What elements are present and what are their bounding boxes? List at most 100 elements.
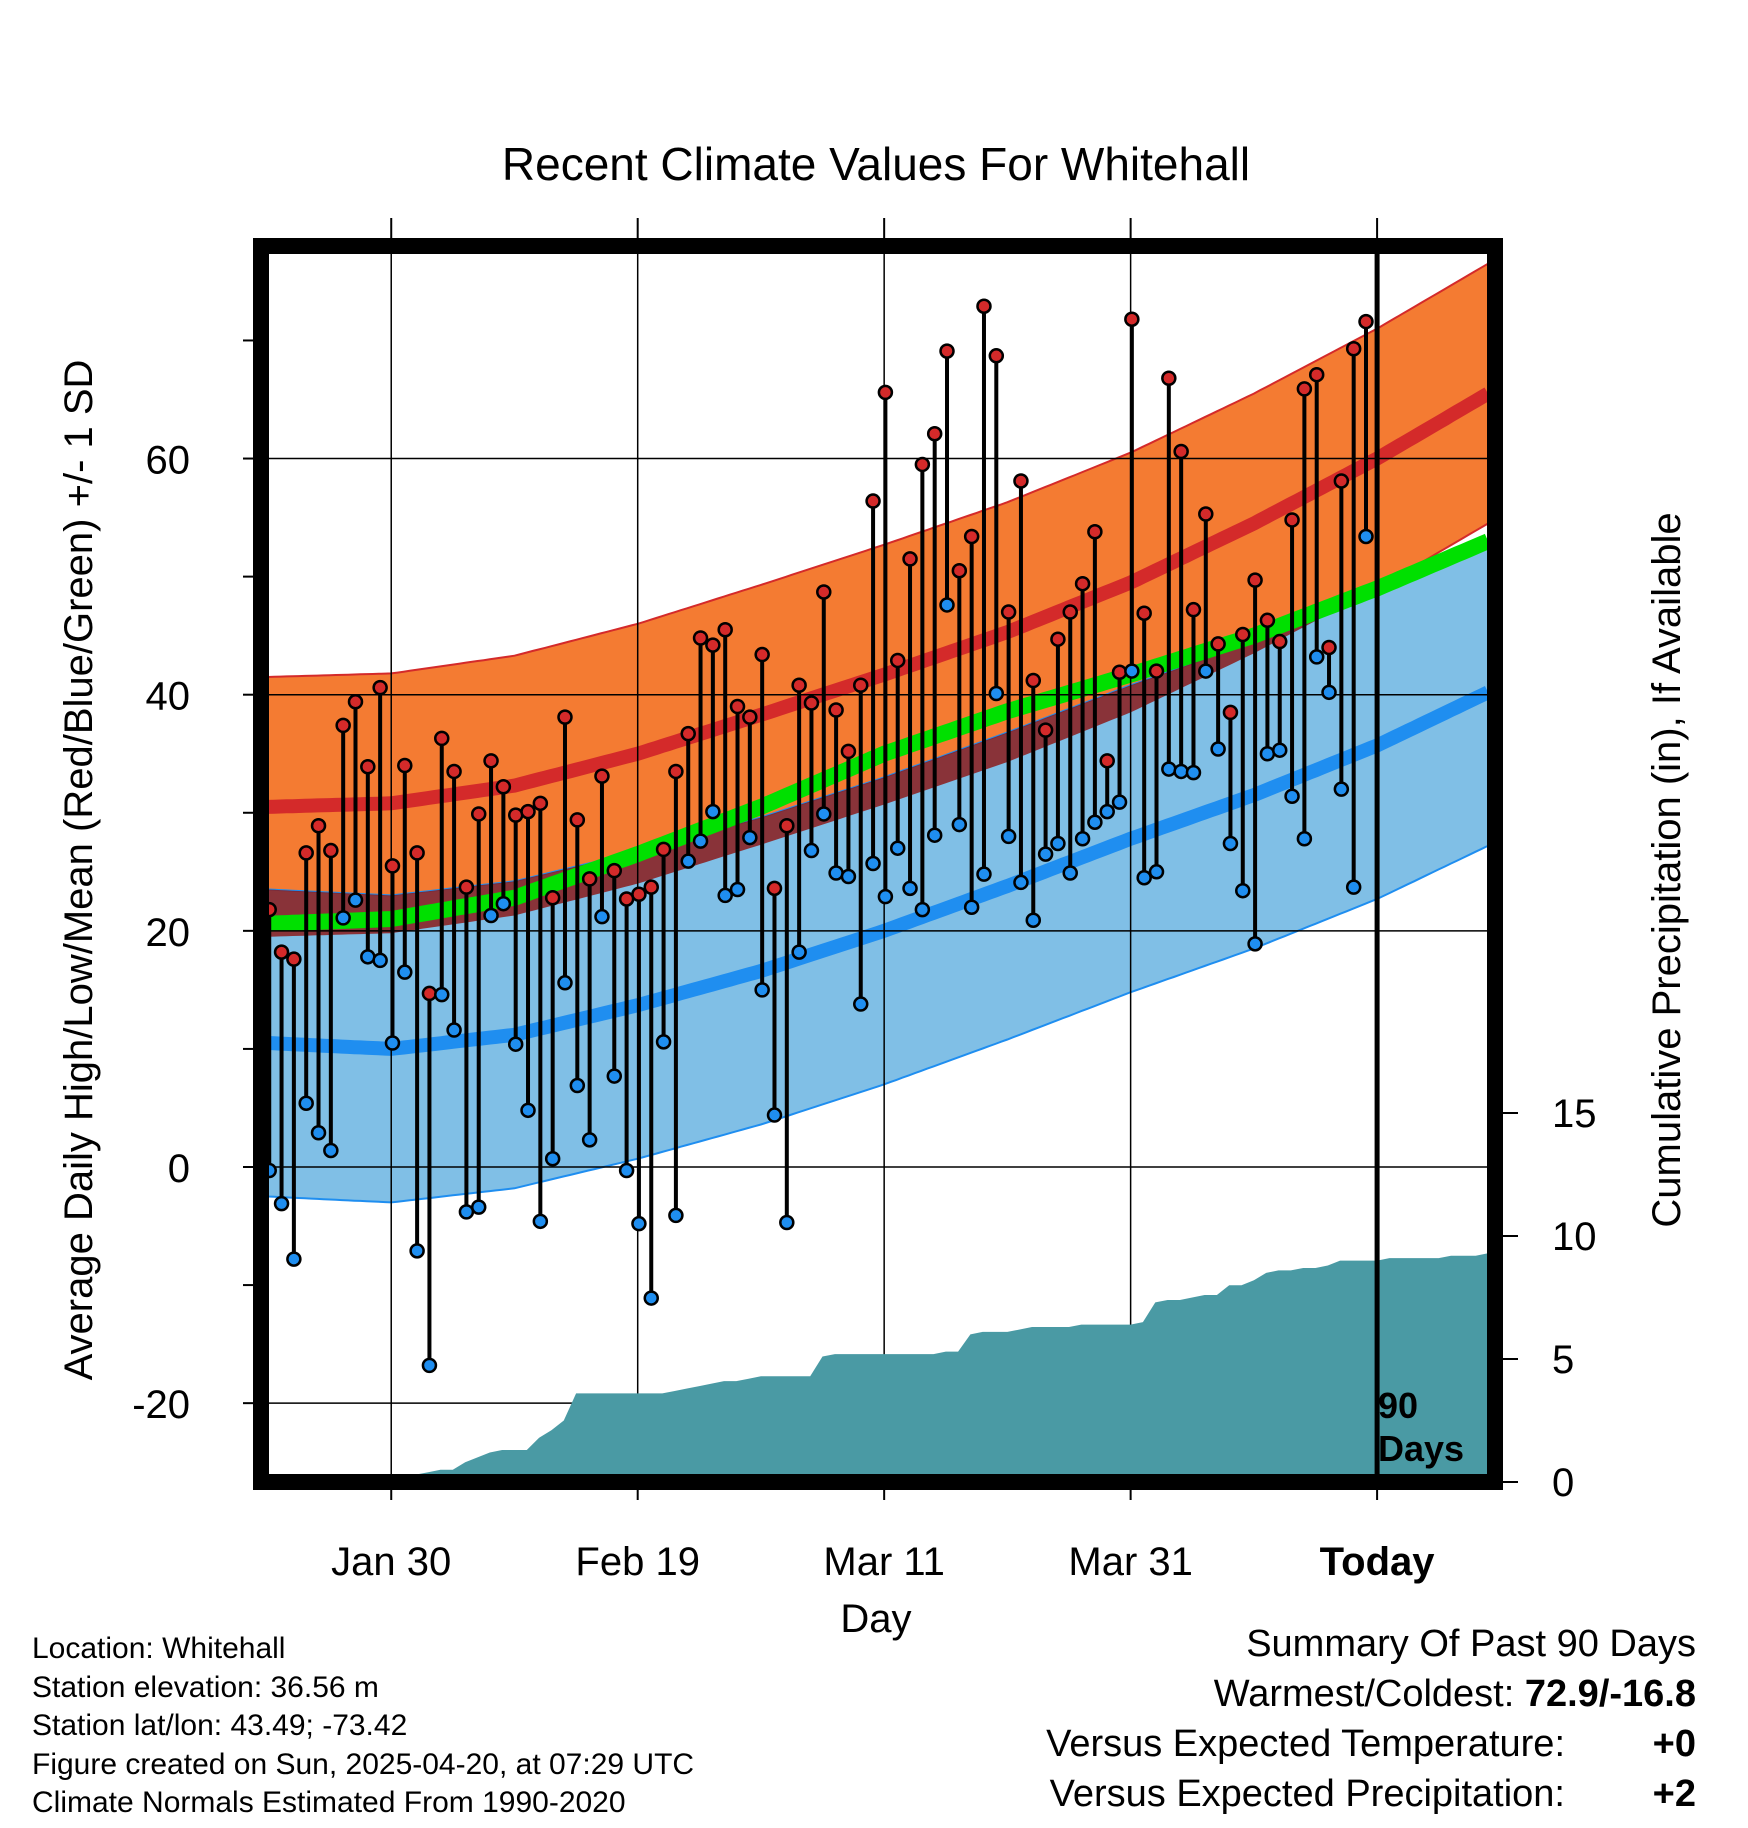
- high-point-18: [483, 753, 499, 769]
- summary-panel: Summary Of Past 90 Days Warmest/Coldest:…: [1046, 1623, 1696, 1815]
- low-point-53: [914, 901, 931, 918]
- chart-title: Recent Climate Values For Whitehall: [502, 138, 1250, 190]
- low-point-82: [1271, 742, 1288, 758]
- y2-tick-label-2: 10: [1552, 1215, 1597, 1259]
- low-point-56: [951, 816, 968, 833]
- low-point-40: [754, 982, 770, 998]
- high-point-65: [1062, 604, 1078, 620]
- high-point-59: [988, 348, 1005, 364]
- high-point-15: [446, 763, 462, 780]
- low-point-46: [828, 865, 844, 881]
- low-point-77: [1210, 741, 1226, 757]
- footer-location: Location: Whitehall: [32, 1632, 285, 1665]
- high-point-34: [680, 725, 696, 742]
- footer-created: Figure created on Sun, 2025-04-20, at 07…: [32, 1748, 694, 1781]
- summary-precip-label: Versus Expected Precipitation:: [1050, 1773, 1565, 1815]
- high-point-61: [1013, 473, 1029, 489]
- low-point-50: [877, 888, 894, 905]
- low-point-41: [766, 1107, 783, 1123]
- high-point-3: [298, 845, 314, 861]
- low-point-87: [1333, 781, 1350, 797]
- low-point-17: [470, 1199, 487, 1215]
- low-point-45: [816, 806, 832, 822]
- high-point-40: [754, 646, 770, 663]
- high-point-26: [581, 871, 598, 887]
- x-tick-label-2: Mar 11: [823, 1540, 945, 1584]
- high-point-31: [643, 879, 660, 895]
- high-point-42: [779, 818, 795, 834]
- high-point-82: [1271, 633, 1288, 650]
- low-point-74: [1173, 763, 1189, 780]
- high-point-68: [1099, 753, 1115, 769]
- high-point-48: [852, 677, 869, 693]
- high-point-8: [360, 758, 376, 775]
- y-tick-label-1: 0: [168, 1147, 190, 1191]
- low-point-54: [926, 827, 943, 843]
- high-point-54: [926, 425, 943, 442]
- low-point-42: [779, 1214, 795, 1231]
- low-point-47: [840, 868, 857, 885]
- high-point-2: [286, 951, 302, 967]
- high-point-80: [1247, 572, 1263, 588]
- high-point-38: [729, 698, 746, 715]
- high-point-55: [939, 343, 955, 359]
- low-point-58: [976, 866, 992, 882]
- precip-area: [418, 1253, 1488, 1474]
- high-point-13: [421, 985, 438, 1002]
- precip-area-fill: [418, 1253, 1488, 1474]
- low-point-31: [643, 1290, 660, 1306]
- low-point-52: [902, 880, 918, 897]
- footer-elevation: Station elevation: 36.56 m: [32, 1671, 379, 1704]
- high-point-16: [458, 879, 475, 895]
- low-point-49: [865, 855, 881, 872]
- y-tick-label-0: -20: [132, 1383, 190, 1427]
- high-point-75: [1185, 601, 1202, 618]
- high-point-76: [1198, 506, 1214, 522]
- high-point-14: [434, 730, 450, 747]
- y2-axis-label: Cumulative Precipitation (in), If Availa…: [1645, 512, 1689, 1227]
- high-point-9: [372, 679, 388, 696]
- low-point-63: [1037, 846, 1054, 862]
- high-point-45: [816, 584, 832, 600]
- overlap-band: [268, 538, 1488, 937]
- high-point-71: [1136, 605, 1152, 621]
- high-point-52: [902, 551, 918, 567]
- high-point-69: [1111, 664, 1128, 681]
- high-point-6: [335, 717, 351, 734]
- high-point-50: [877, 384, 894, 401]
- low-point-20: [507, 1036, 524, 1052]
- footer-latlon: Station lat/lon: 43.49; -73.42: [32, 1709, 407, 1742]
- y2-tick-label-3: 15: [1552, 1092, 1597, 1136]
- high-point-72: [1148, 663, 1165, 679]
- low-point-55: [939, 597, 955, 613]
- low-point-84: [1296, 830, 1313, 847]
- summary-heading: Summary Of Past 90 Days: [1246, 1623, 1696, 1665]
- low-point-28: [606, 1068, 623, 1084]
- high-point-70: [1124, 311, 1140, 327]
- low-point-59: [988, 685, 1005, 702]
- high-point-36: [705, 637, 721, 653]
- high-point-33: [668, 763, 684, 780]
- high-point-83: [1284, 512, 1300, 528]
- normal-mean-line: [268, 533, 1490, 932]
- high-point-17: [470, 806, 487, 822]
- low-point-26: [581, 1132, 598, 1148]
- today-days-label-1: 90: [1378, 1385, 1418, 1426]
- footer-normals: Climate Normals Estimated From 1990-2020: [32, 1786, 626, 1819]
- low-point-39: [742, 829, 758, 846]
- y2-tick-label-1: 5: [1552, 1338, 1574, 1382]
- high-point-84: [1296, 381, 1313, 397]
- low-point-6: [335, 910, 351, 926]
- y-tick-label-4: 60: [146, 439, 191, 483]
- high-point-49: [865, 493, 881, 509]
- x-tick-label-4: Today: [1320, 1540, 1436, 1584]
- low-point-72: [1148, 864, 1165, 880]
- low-point-66: [1074, 830, 1091, 847]
- high-point-77: [1210, 636, 1226, 652]
- high-point-74: [1173, 443, 1189, 460]
- low-point-15: [446, 1022, 462, 1038]
- low-point-1: [273, 1195, 290, 1212]
- low-point-18: [483, 907, 499, 924]
- low-point-25: [569, 1077, 586, 1094]
